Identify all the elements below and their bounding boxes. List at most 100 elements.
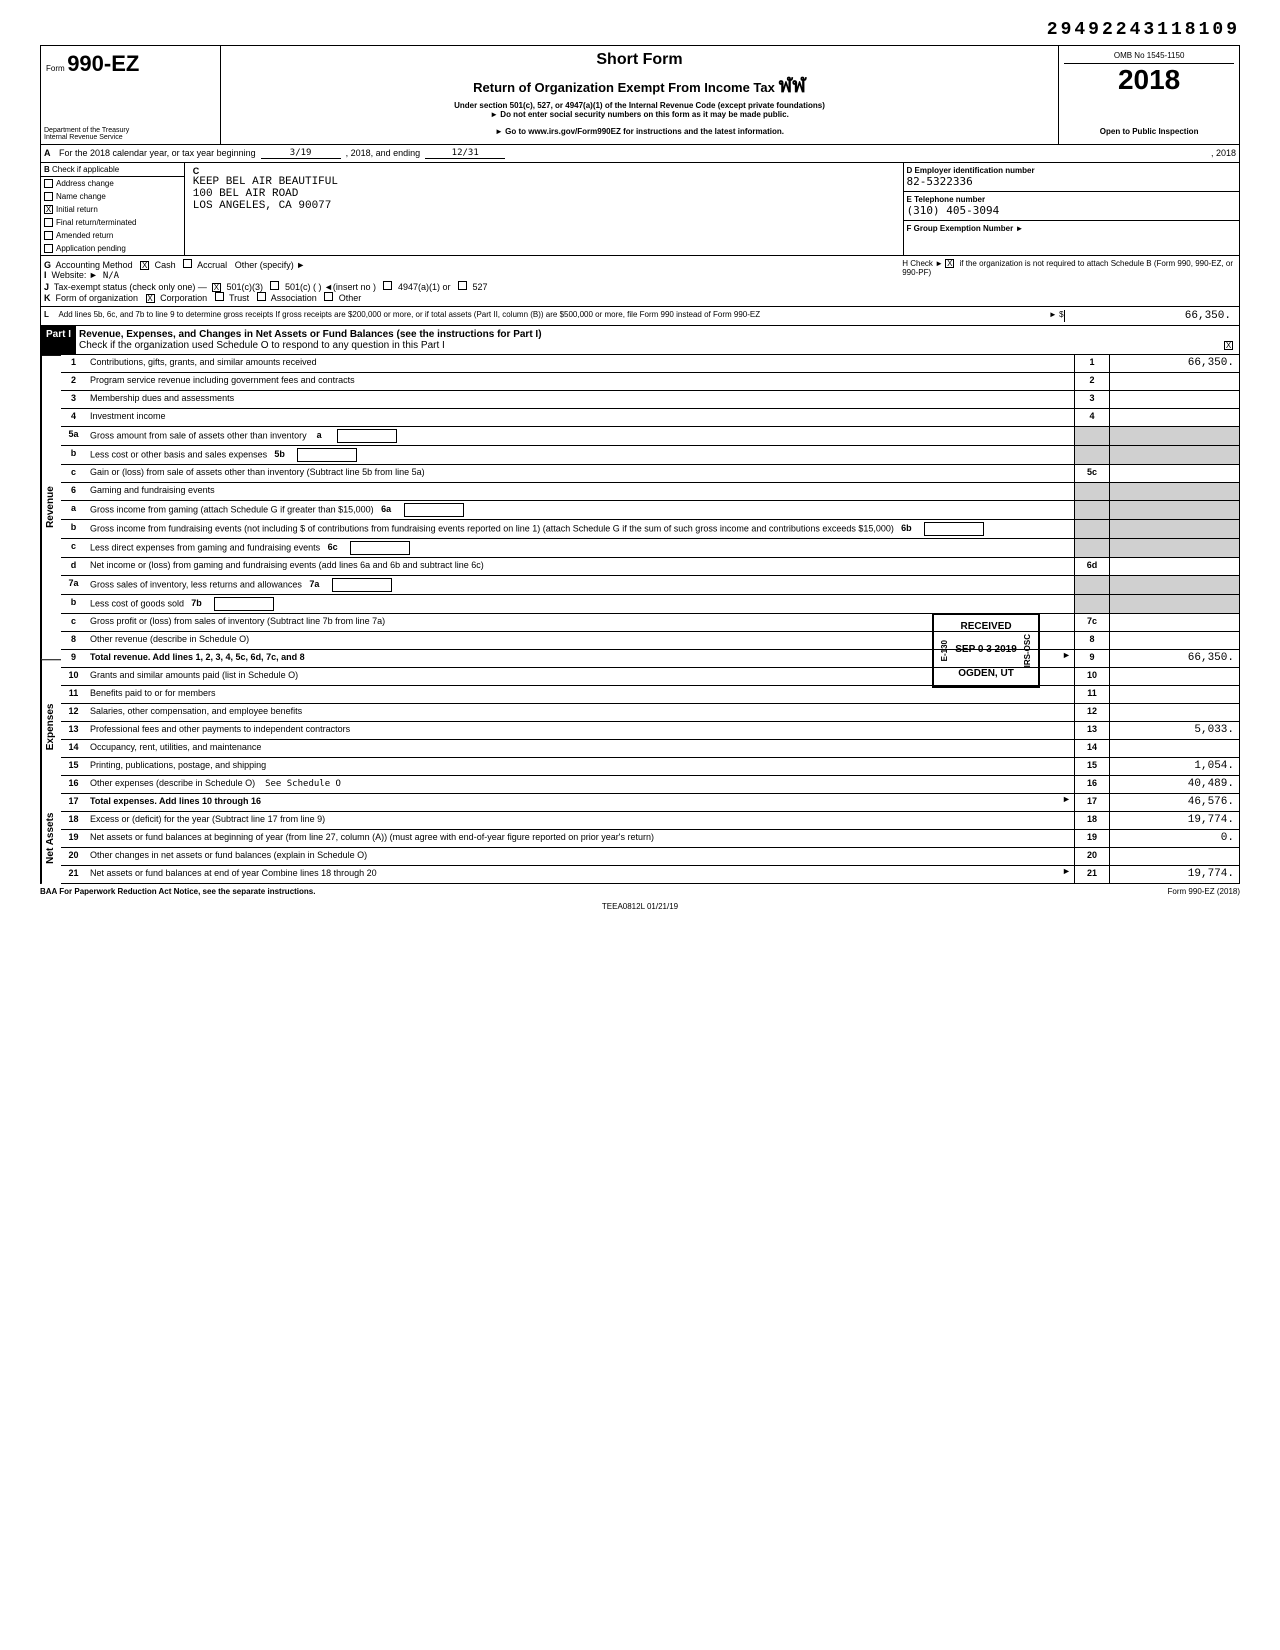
- line-desc: Net assets or fund balances at end of ye…: [86, 866, 1059, 883]
- trust-checkbox[interactable]: [215, 292, 224, 301]
- part1-header: Part I Revenue, Expenses, and Changes in…: [40, 326, 1240, 355]
- check-label: Application pending: [56, 244, 126, 253]
- line-row: aGross income from gaming (attach Schedu…: [61, 501, 1240, 520]
- footer-center: TEEA0812L 01/21/19: [602, 902, 678, 911]
- row-a-year: , 2018: [1211, 148, 1236, 159]
- part1-label: Part I: [41, 326, 76, 354]
- line-desc: Net assets or fund balances at beginning…: [86, 830, 1074, 847]
- line-num: 16: [61, 776, 86, 793]
- form-page: 29492243118109 Form 990-EZ Short Form Re…: [40, 20, 1240, 914]
- line-row: 3Membership dues and assessments3: [61, 391, 1240, 409]
- cash-label: Cash: [155, 260, 176, 270]
- line-row: 12Salaries, other compensation, and empl…: [61, 704, 1240, 722]
- line-desc: Gross income from gaming (attach Schedul…: [86, 501, 1074, 519]
- inner-label: 5b: [267, 449, 292, 459]
- line-desc: Grants and similar amounts paid (list in…: [86, 668, 1074, 685]
- accounting-label: Accounting Method: [56, 260, 133, 270]
- line-row: 9Total revenue. Add lines 1, 2, 3, 4, 5c…: [61, 650, 1240, 668]
- line-num: 1: [61, 355, 86, 372]
- part1-title: Revenue, Expenses, and Changes in Net As…: [79, 329, 542, 340]
- 501c3-checkbox[interactable]: X: [212, 283, 221, 292]
- checkbox[interactable]: [44, 231, 53, 240]
- h-checkbox[interactable]: X: [945, 259, 954, 268]
- line-amount: 19,774.: [1109, 866, 1239, 883]
- checkbox[interactable]: [44, 179, 53, 188]
- inner-box: [404, 503, 464, 517]
- line-row: 2Program service revenue including gover…: [61, 373, 1240, 391]
- g-label: G: [44, 260, 51, 270]
- line-num: 19: [61, 830, 86, 847]
- col-b-checks: B Check if applicable Address changeName…: [41, 163, 185, 255]
- line-row: 4Investment income4: [61, 409, 1240, 427]
- address-1: 100 BEL AIR ROAD: [193, 188, 895, 200]
- check-row: Final return/terminated: [41, 216, 184, 229]
- revenue-label: Revenue: [41, 355, 61, 659]
- trust-label: Trust: [229, 293, 249, 303]
- d-label: D Employer identification number: [907, 166, 1035, 175]
- row-a-label: A: [44, 148, 59, 159]
- line-num: 20: [61, 848, 86, 865]
- line-num: b: [61, 595, 86, 613]
- address-2: LOS ANGELES, CA 90077: [193, 200, 895, 212]
- checkbox[interactable]: [44, 244, 53, 253]
- 501c-checkbox[interactable]: [270, 281, 279, 290]
- line-num: 10: [61, 668, 86, 685]
- line-amount: [1109, 409, 1239, 426]
- l-text: Add lines 5b, 6c, and 7b to line 9 to de…: [58, 310, 1034, 322]
- line-num: b: [61, 520, 86, 538]
- line-amount-shaded: [1109, 595, 1239, 613]
- line-num: 2: [61, 373, 86, 390]
- tax-year: 2018: [1064, 64, 1234, 96]
- checkbox[interactable]: X: [44, 205, 53, 214]
- footer-right: Form 990-EZ (2018): [1168, 887, 1240, 896]
- line-amount: 66,350.: [1109, 355, 1239, 372]
- line-desc: Occupancy, rent, utilities, and maintena…: [86, 740, 1074, 757]
- line-amount: [1109, 740, 1239, 757]
- part1-checkbox[interactable]: X: [1224, 341, 1233, 350]
- line-num: 12: [61, 704, 86, 721]
- line-desc: Program service revenue including govern…: [86, 373, 1074, 390]
- line-box: 3: [1074, 391, 1109, 408]
- phone: (310) 405-3094: [907, 204, 1000, 217]
- accrual-checkbox[interactable]: [183, 259, 192, 268]
- 4947-checkbox[interactable]: [383, 281, 392, 290]
- dept-row: Department of the Treasury Internal Reve…: [40, 124, 1240, 145]
- line-desc: Gaming and fundraising events: [86, 483, 1074, 500]
- cash-checkbox[interactable]: X: [140, 261, 149, 270]
- checkbox[interactable]: [44, 192, 53, 201]
- 527-checkbox[interactable]: [458, 281, 467, 290]
- line-desc: Less cost of goods sold7b: [86, 595, 1074, 613]
- corp-checkbox[interactable]: X: [146, 294, 155, 303]
- line-desc: Membership dues and assessments: [86, 391, 1074, 408]
- line-amount: [1109, 614, 1239, 631]
- check-label: Final return/terminated: [56, 218, 136, 227]
- line-row: 6Gaming and fundraising events: [61, 483, 1240, 501]
- line-row: bLess cost of goods sold7b: [61, 595, 1240, 614]
- line-num: 11: [61, 686, 86, 703]
- check-label: Name change: [56, 192, 106, 201]
- line-row: 17Total expenses. Add lines 10 through 1…: [61, 794, 1240, 812]
- line-row: 16Other expenses (describe in Schedule O…: [61, 776, 1240, 794]
- line-desc: Gross profit or (loss) from sales of inv…: [86, 614, 1074, 631]
- line-row: 13Professional fees and other payments t…: [61, 722, 1240, 740]
- line-num: 8: [61, 632, 86, 649]
- footer: BAA For Paperwork Reduction Act Notice, …: [40, 884, 1240, 899]
- line-num: d: [61, 558, 86, 575]
- line-amount: [1109, 848, 1239, 865]
- col-b-center: C KEEP BEL AIR BEAUTIFUL 100 BEL AIR ROA…: [185, 163, 904, 255]
- line-box: 4: [1074, 409, 1109, 426]
- check-row: XInitial return: [41, 203, 184, 216]
- line-amount: [1109, 373, 1239, 390]
- l-arrow: ► $: [1035, 310, 1064, 322]
- assoc-checkbox[interactable]: [257, 292, 266, 301]
- line-box: 13: [1074, 722, 1109, 739]
- line-amount: [1109, 558, 1239, 575]
- 527-label: 527: [473, 282, 488, 292]
- 501c-label-b: ) ◄(insert no ): [319, 282, 376, 292]
- line-amount: 19,774.: [1109, 812, 1239, 829]
- line-num: 15: [61, 758, 86, 775]
- other-org-checkbox[interactable]: [324, 292, 333, 301]
- line-num: 13: [61, 722, 86, 739]
- stamp-box: RECEIVED E-130 SEP 0 3 2019 IRS-OSC OGDE…: [932, 613, 1040, 688]
- checkbox[interactable]: [44, 218, 53, 227]
